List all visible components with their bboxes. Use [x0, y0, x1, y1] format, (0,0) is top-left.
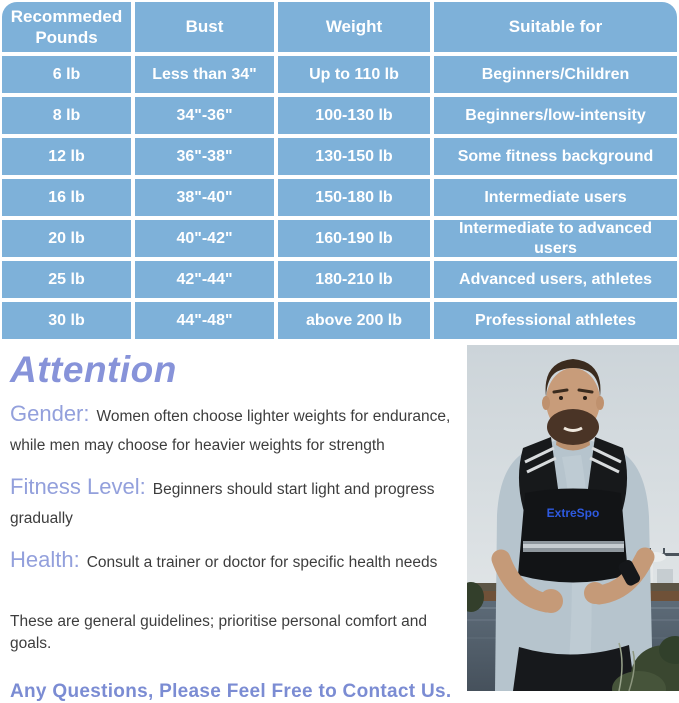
table-cell: 130-150 lb: [278, 138, 430, 175]
guideline-gender-label: Gender:: [10, 401, 90, 426]
vest-brand-logo: ExtreSpo: [547, 506, 600, 520]
guideline-fitness-level: Fitness Level: Beginners should start lig…: [10, 472, 466, 533]
product-photo-man-jogging: ExtreSpo: [467, 345, 679, 691]
table-cell: 20 lb: [2, 220, 131, 257]
table-cell: 16 lb: [2, 179, 131, 216]
table-cell: 100-130 lb: [278, 97, 430, 134]
table-cell: 38"-40": [135, 179, 274, 216]
table-cell: 42"-44": [135, 261, 274, 298]
table-cell: Professional athletes: [434, 302, 677, 339]
table-cell: Beginners/Children: [434, 56, 677, 93]
table-cell: 44"-48": [135, 302, 274, 339]
col-header-bust: Bust: [135, 2, 274, 52]
guideline-health-label: Health:: [10, 547, 80, 572]
table-cell: 6 lb: [2, 56, 131, 93]
attention-title: Attention: [10, 349, 177, 390]
table-cell: above 200 lb: [278, 302, 430, 339]
foreground-bushes: [612, 636, 679, 691]
table-cell: 25 lb: [2, 261, 131, 298]
size-chart-table: Recommeded Pounds Bust Weight Suitable f…: [2, 2, 677, 339]
table-cell: Some fitness background: [434, 138, 677, 175]
table-cell: 12 lb: [2, 138, 131, 175]
attention-section: Attention Gender: Women often choose ligh…: [0, 345, 679, 702]
table-cell: 34"-36": [135, 97, 274, 134]
general-guidelines-note: These are general guidelines; prioritise…: [10, 613, 428, 652]
table-cell: 30 lb: [2, 302, 131, 339]
guideline-gender-text: Women often choose lighter weights for e…: [10, 408, 451, 454]
runner-figure: ExtreSpo: [491, 359, 655, 691]
col-header-pounds: Recommeded Pounds: [2, 2, 131, 52]
table-cell: 40"-42": [135, 220, 274, 257]
table-cell: 36"-38": [135, 138, 274, 175]
guideline-health-text: Consult a trainer or doctor for specific…: [86, 554, 438, 571]
table-cell: Advanced users, athletes: [434, 261, 677, 298]
left-bush: [467, 582, 484, 612]
guideline-gender: Gender: Women often choose lighter weight…: [10, 399, 466, 460]
guideline-fitness-label: Fitness Level:: [10, 474, 146, 499]
table-cell: Intermediate users: [434, 179, 677, 216]
table-cell: 160-190 lb: [278, 220, 430, 257]
table-cell: Less than 34": [135, 56, 274, 93]
photo-illustration: ExtreSpo: [467, 345, 679, 691]
table-cell: Intermediate to advanced users: [434, 220, 677, 257]
contact-us-line: Any Questions, Please Feel Free to Conta…: [10, 681, 452, 702]
table-cell: 150-180 lb: [278, 179, 430, 216]
guideline-health: Health: Consult a trainer or doctor for s…: [10, 545, 466, 577]
table-cell: Beginners/low-intensity: [434, 97, 677, 134]
wrist-watch: [618, 559, 641, 586]
col-header-suitable: Suitable for: [434, 2, 677, 52]
guideline-fitness-text: Beginners should start light and progres…: [10, 481, 435, 527]
table-cell: 180-210 lb: [278, 261, 430, 298]
table-cell: 8 lb: [2, 97, 131, 134]
table-cell: Up to 110 lb: [278, 56, 430, 93]
col-header-weight: Weight: [278, 2, 430, 52]
attention-text-column: Attention Gender: Women often choose ligh…: [10, 345, 466, 703]
